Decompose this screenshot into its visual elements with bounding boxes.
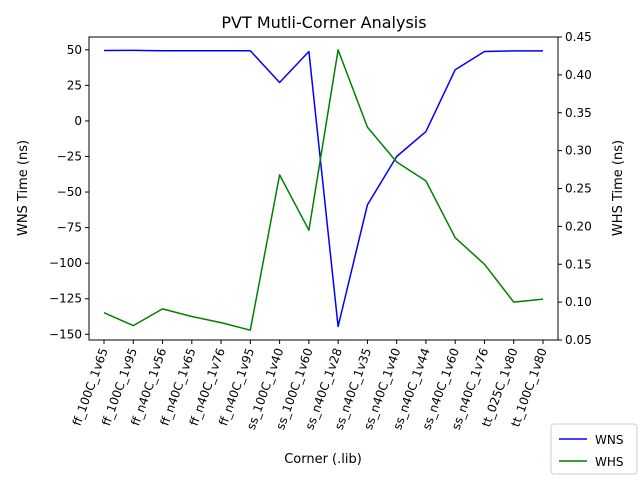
right-y-tick-label: 0.15 [565, 257, 592, 271]
data-point-whs [512, 301, 515, 304]
right-y-tick-label: 0.40 [565, 68, 592, 82]
data-point-whs [542, 298, 545, 301]
data-point-whs [220, 321, 223, 324]
right-y-tick-label: 0.05 [565, 333, 592, 347]
data-point-whs [278, 173, 281, 176]
legend-label-whs: WHS [595, 455, 624, 469]
left-y-tick-label: 0 [74, 114, 82, 128]
left-y-axis-label: WNS Time (ns) [16, 140, 31, 236]
right-y-axis-label: WHS Time (ns) [611, 140, 626, 236]
data-point-wns [103, 49, 106, 52]
data-point-whs [483, 263, 486, 266]
left-y-tick-label: −125 [49, 292, 82, 306]
data-point-wns [424, 130, 427, 133]
left-y-tick-label: −150 [49, 327, 82, 341]
right-y-axis: 0.45 0.40 0.35 0.30 0.25 0.20 0.15 0.10 0.05 [558, 30, 592, 347]
data-point-wns [278, 81, 281, 84]
data-point-wns [512, 49, 515, 52]
data-point-wns [483, 50, 486, 53]
data-point-wns [161, 49, 164, 52]
legend-label-wns: WNS [595, 433, 623, 447]
data-point-wns [132, 49, 135, 52]
series-line-wns [103, 49, 543, 328]
data-point-wns [249, 49, 252, 52]
left-y-tick-label: −100 [49, 256, 82, 270]
x-axis: ff_100C_1v65ff_100C_1v95ff_n40C_1v56ff_n… [70, 340, 550, 432]
right-y-tick-label: 0.30 [565, 144, 592, 158]
data-point-wns [366, 203, 369, 206]
data-point-wns [337, 325, 340, 328]
data-point-wns [542, 49, 545, 52]
data-point-whs [395, 160, 398, 163]
data-point-wns [395, 155, 398, 158]
right-y-tick-label: 0.25 [565, 182, 592, 196]
data-point-whs [424, 179, 427, 182]
left-y-tick-label: −75 [57, 221, 82, 235]
legend: WNS WHS [550, 423, 638, 475]
data-point-whs [132, 324, 135, 327]
data-point-wns [220, 49, 223, 52]
data-point-whs [190, 315, 193, 318]
x-axis-label: Corner (.lib) [284, 452, 362, 467]
right-y-tick-label: 0.20 [565, 219, 592, 233]
series-line-whs [103, 49, 544, 331]
left-y-tick-label: 25 [67, 78, 82, 92]
data-point-whs [366, 126, 369, 129]
data-point-wns [190, 49, 193, 52]
data-point-whs [103, 311, 106, 314]
right-y-tick-label: 0.45 [565, 30, 592, 44]
left-y-tick-label: −25 [57, 149, 82, 163]
legend-box [550, 423, 638, 475]
data-point-whs [161, 307, 164, 310]
data-point-whs [337, 48, 340, 51]
left-y-tick-label: 50 [67, 43, 82, 57]
data-point-whs [454, 236, 457, 239]
left-y-axis: 50 25 0 −25 −50 −75 −100 −125 −150 [49, 43, 89, 341]
data-point-whs [307, 229, 310, 232]
data-point-wns [307, 50, 310, 53]
data-point-wns [454, 68, 457, 71]
left-y-tick-label: −50 [57, 185, 82, 199]
right-y-tick-label: 0.10 [565, 295, 592, 309]
right-y-tick-label: 0.35 [565, 106, 592, 120]
chart-title: PVT Mutli-Corner Analysis [221, 13, 426, 32]
data-point-whs [249, 329, 252, 332]
